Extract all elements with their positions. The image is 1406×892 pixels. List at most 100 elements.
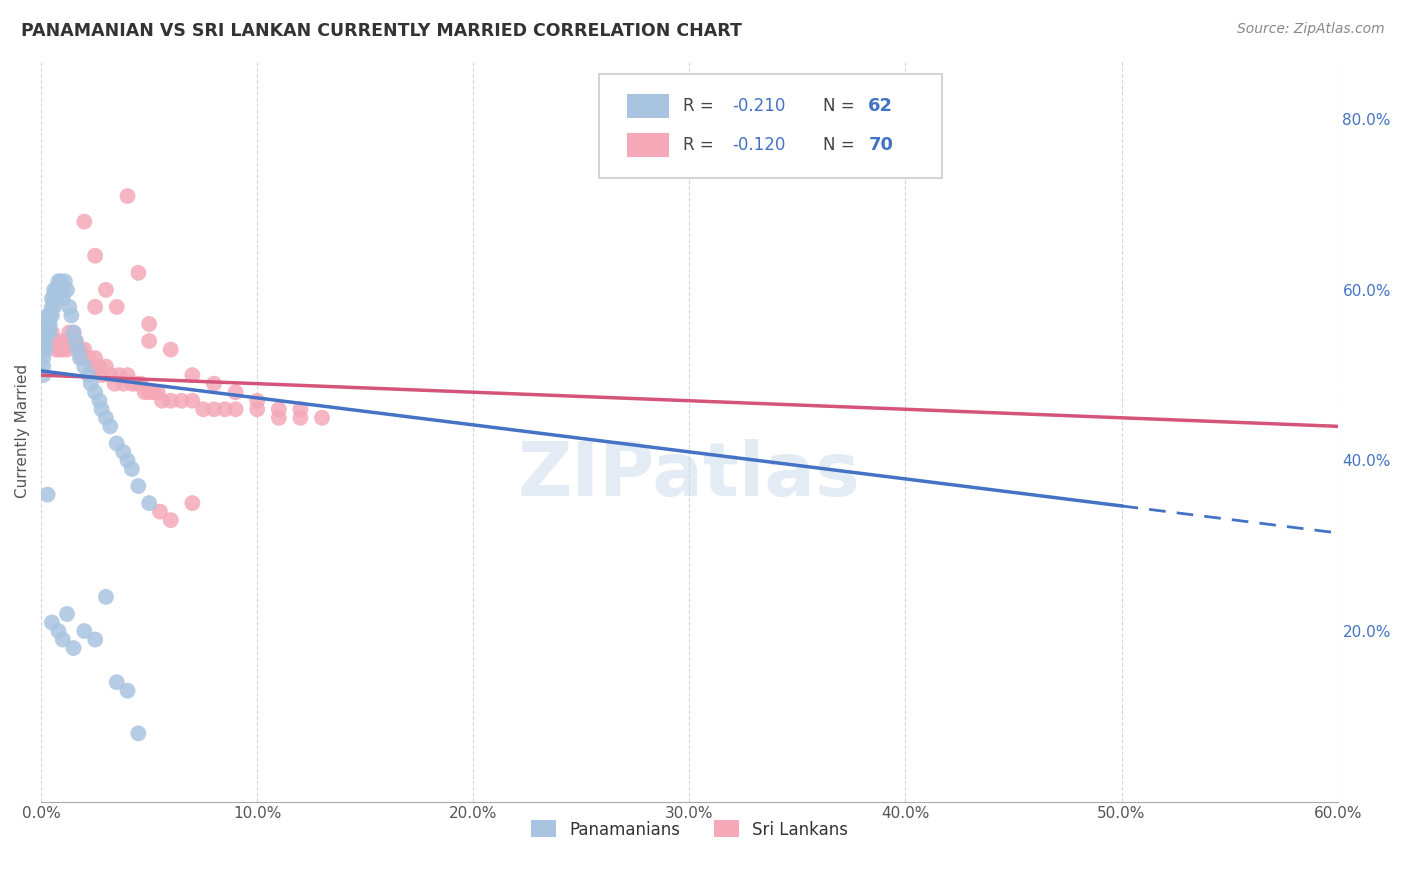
Point <box>89 359 111 374</box>
Legend: Panamanians, Sri Lankans: Panamanians, Sri Lankans <box>524 814 855 846</box>
Y-axis label: Currently Married: Currently Married <box>15 364 30 498</box>
Point <box>62 326 84 340</box>
Point <box>37 326 59 340</box>
Point <box>73 359 96 374</box>
Point <box>105 300 128 314</box>
Point <box>181 368 204 383</box>
Point <box>108 368 131 383</box>
Point <box>65 334 87 348</box>
Point <box>48 334 70 348</box>
Point <box>89 393 111 408</box>
Point <box>56 283 79 297</box>
Text: 62: 62 <box>869 97 893 115</box>
Point <box>127 726 149 740</box>
Point <box>45 343 67 357</box>
Point <box>202 402 225 417</box>
Point <box>53 274 76 288</box>
Point <box>70 351 93 365</box>
Point <box>38 334 60 348</box>
Point <box>84 351 107 365</box>
Point <box>52 343 75 357</box>
Point <box>84 632 107 647</box>
Point <box>38 326 60 340</box>
Point <box>58 300 80 314</box>
Point <box>121 376 143 391</box>
Point <box>98 419 121 434</box>
Point <box>32 351 55 365</box>
Point <box>48 624 70 638</box>
Point <box>149 505 172 519</box>
Point <box>112 376 135 391</box>
Text: 70: 70 <box>869 136 893 154</box>
Point <box>42 283 65 297</box>
Point <box>37 326 59 340</box>
Point <box>193 402 215 417</box>
Point <box>49 343 72 357</box>
Point <box>45 292 67 306</box>
Point <box>112 445 135 459</box>
Point <box>41 292 63 306</box>
Point <box>65 334 87 348</box>
Point <box>32 334 55 348</box>
Point <box>225 402 247 417</box>
Point <box>41 326 63 340</box>
Point <box>146 385 169 400</box>
Point <box>127 266 149 280</box>
Text: -0.120: -0.120 <box>733 136 786 154</box>
Text: N =: N = <box>823 97 860 115</box>
Point <box>94 590 117 604</box>
Point <box>49 274 72 288</box>
Text: PANAMANIAN VS SRI LANKAN CURRENTLY MARRIED CORRELATION CHART: PANAMANIAN VS SRI LANKAN CURRENTLY MARRI… <box>21 22 742 40</box>
Point <box>38 317 60 331</box>
Point <box>125 376 148 391</box>
Point <box>98 368 121 383</box>
Point <box>202 376 225 391</box>
Point <box>105 436 128 450</box>
Point <box>246 402 269 417</box>
Point <box>66 343 89 357</box>
Point <box>117 683 139 698</box>
Point <box>41 300 63 314</box>
Point <box>58 326 80 340</box>
FancyBboxPatch shape <box>627 133 669 157</box>
Point <box>170 393 193 408</box>
Point <box>142 385 165 400</box>
Point <box>214 402 236 417</box>
Point <box>34 317 56 331</box>
Point <box>42 334 65 348</box>
Point <box>84 385 107 400</box>
Point <box>73 214 96 228</box>
Point <box>117 453 139 467</box>
Point <box>34 334 56 348</box>
Point <box>37 487 59 501</box>
Text: R =: R = <box>683 97 718 115</box>
Text: R =: R = <box>683 136 718 154</box>
Point <box>62 641 84 656</box>
Point <box>94 283 117 297</box>
Point <box>53 334 76 348</box>
Point <box>138 317 160 331</box>
Point <box>34 343 56 357</box>
Point <box>134 385 156 400</box>
Point <box>38 309 60 323</box>
Text: N =: N = <box>823 136 860 154</box>
Point <box>52 292 75 306</box>
Point <box>267 410 290 425</box>
Point <box>56 607 79 621</box>
Point <box>181 496 204 510</box>
Point <box>77 368 100 383</box>
Point <box>42 300 65 314</box>
Point <box>37 317 59 331</box>
Point <box>150 393 173 408</box>
Point <box>94 410 117 425</box>
Point <box>80 376 103 391</box>
Point <box>42 292 65 306</box>
Point <box>77 351 100 365</box>
Point <box>117 368 139 383</box>
Point <box>34 334 56 348</box>
Point <box>129 376 152 391</box>
Point <box>60 334 83 348</box>
Point <box>121 462 143 476</box>
Point <box>138 496 160 510</box>
Point <box>84 249 107 263</box>
